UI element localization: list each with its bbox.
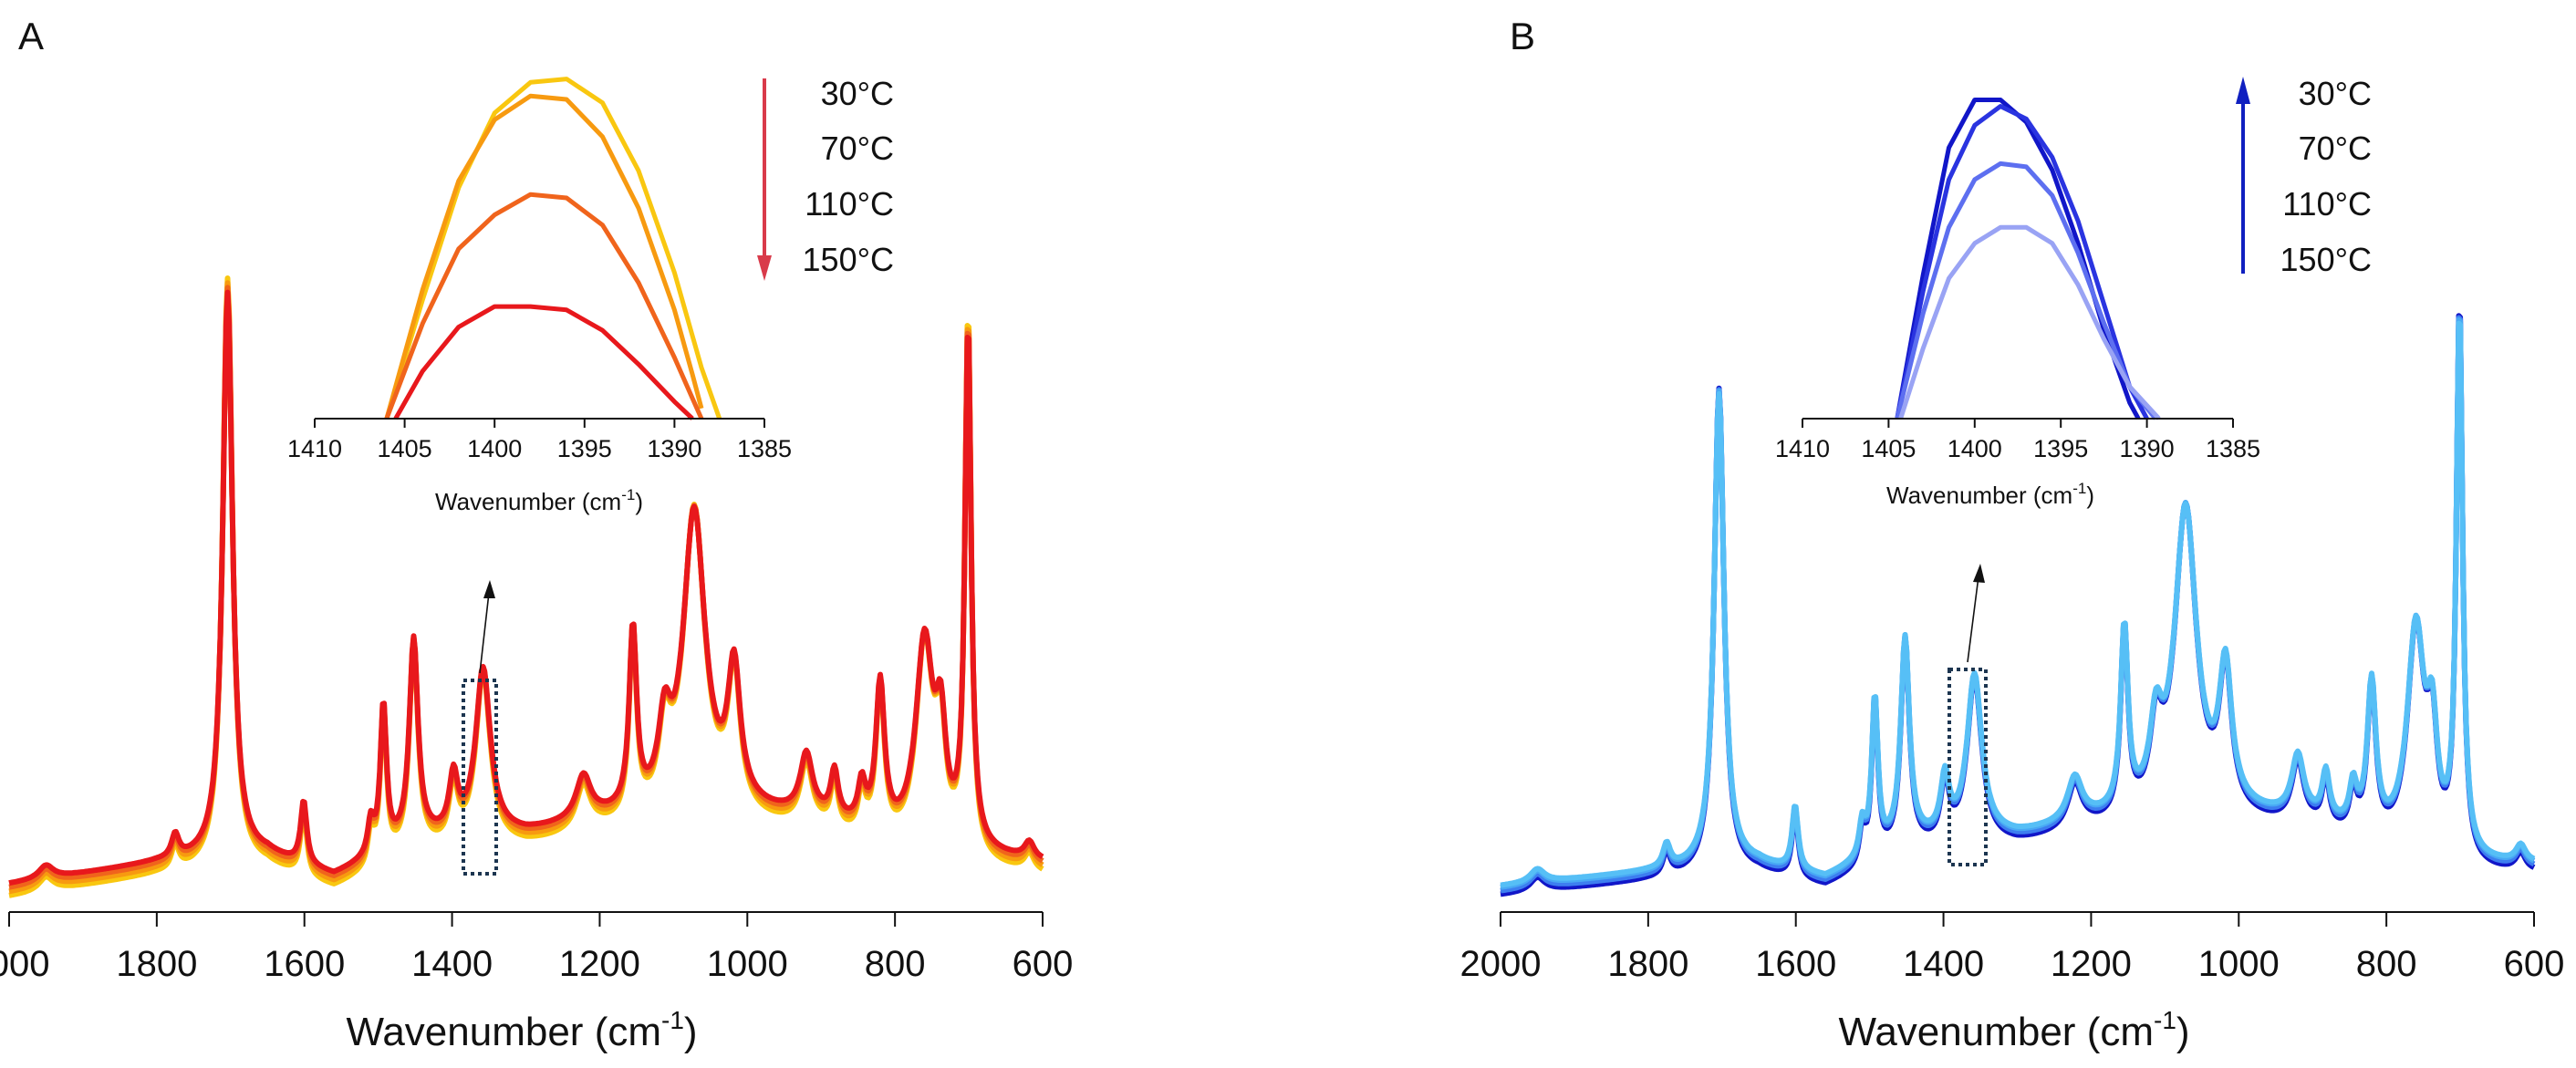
panel-b-x-axis-label: Wavenumber (cm-1) [1838,1006,2189,1054]
panel-a-legend-arrowhead [757,255,772,281]
inset-tick-label: 1400 [1948,435,2002,462]
panel-a-legend-label-150: 150°C [803,241,894,278]
panel-b-legend-label-150: 150°C [2280,241,2372,278]
panel-b-highlight-box [1948,668,1988,866]
panel-a-highlight-box [462,679,498,876]
panel-a-spectra [7,275,1044,898]
tick-label: 2000 [0,944,49,984]
tick-label: 1600 [264,944,345,984]
inset-series-150c [393,304,694,420]
inset-series-110c [1895,161,2157,420]
panel-a-legend-label-70: 70°C [821,130,894,167]
panel-label-b: B [1510,15,1535,57]
inset-tick-label: 1395 [557,435,612,462]
panel-a-legend-label-30: 30°C [821,75,894,112]
panel-b: 2000 1800 1600 1400 1200 1000 800 600 Wavenumbe… [1460,75,2565,1054]
tick-label: 600 [1013,944,1074,984]
inset-tick-label: 1405 [378,435,432,462]
tick-label: 1000 [2198,944,2280,984]
inset-series-30c [1895,98,2141,420]
inset-tick-label: 1385 [2206,435,2260,462]
panel-b-spectra [1499,313,2536,897]
panel-a-legend-label-110: 110°C [805,185,894,223]
panel-a-inset-x-ticks: 1410 1405 1400 1395 1390 1385 [287,419,792,462]
inset-series-30c [384,77,722,420]
panel-a-x-ticks: 2000 1800 1600 1400 1200 1000 800 600 [0,912,1073,984]
tick-label: 800 [865,944,926,984]
panel-b-inset-x-axis-label: Wavenumber (cm-1) [1886,480,2094,509]
panel-b-series-70c [1499,315,2536,894]
panel-b-series-30c [1499,313,2536,897]
inset-tick-label: 1390 [647,435,701,462]
inset-tick-label: 1410 [1775,435,1830,462]
panel-a-legend: 30°C 70°C 110°C 150°C [757,75,894,281]
panel-a-series-30c [7,275,1044,898]
inset-series-150c [1898,224,2161,420]
tick-label: 1200 [559,944,640,984]
tick-label: 1600 [1755,944,1836,984]
panel-b-inset: 1410 1405 1400 1395 1390 1385 Wavenumber (cm-… [1775,98,2260,509]
tick-label: 1000 [707,944,788,984]
inset-tick-label: 1400 [467,435,522,462]
panel-a-inset: 1410 1405 1400 1395 1390 1385 Wavenumber (cm-… [287,77,792,515]
inset-series-110c [384,192,704,420]
tick-label: 1400 [1903,944,1984,984]
panel-b-legend-label-70: 70°C [2299,130,2372,167]
tick-label: 1200 [2051,944,2132,984]
inset-tick-label: 1390 [2120,435,2175,462]
panel-a-x-axis-label: Wavenumber (cm-1) [346,1006,697,1054]
panel-a-annotation-arrow [479,592,490,674]
panel-a-annotation-arrowhead [483,580,495,598]
panel-a-series-150c [7,289,1044,887]
inset-tick-label: 1410 [287,435,342,462]
tick-label: 1800 [116,944,197,984]
panel-a: 2000 1800 1600 1400 1200 1000 800 600 Wavenumbe… [0,75,1073,1054]
inset-series-70c [384,93,704,420]
tick-label: 600 [2504,944,2565,984]
panel-b-legend-label-110: 110°C [2282,185,2372,223]
tick-label: 2000 [1460,944,1542,984]
inset-series-70c [1895,104,2149,420]
panel-a-series-70c [7,280,1044,895]
panel-b-inset-x-ticks: 1410 1405 1400 1395 1390 1385 [1775,419,2260,462]
panel-b-legend-arrowhead [2236,77,2250,104]
panel-a-inset-x-axis-label: Wavenumber (cm-1) [435,486,643,515]
panel-b-annotation-arrowhead [1973,564,1985,583]
panel-b-series-110c [1499,316,2536,890]
inset-tick-label: 1405 [1861,435,1916,462]
panel-b-legend-label-30: 30°C [2299,75,2372,112]
panel-b-series-150c [1499,320,2536,888]
panel-b-annotation-arrow [1967,575,1979,663]
panel-b-x-ticks: 2000 1800 1600 1400 1200 1000 800 600 [1460,912,2565,984]
panel-b-legend: 30°C 70°C 110°C 150°C [2236,75,2372,278]
tick-label: 1400 [411,944,493,984]
panel-a-inset-spectra [384,77,722,420]
tick-label: 800 [2356,944,2417,984]
inset-tick-label: 1385 [737,435,792,462]
inset-tick-label: 1395 [2033,435,2088,462]
tick-label: 1800 [1607,944,1688,984]
panel-label-a: A [18,15,44,57]
panel-b-inset-spectra [1895,98,2161,420]
